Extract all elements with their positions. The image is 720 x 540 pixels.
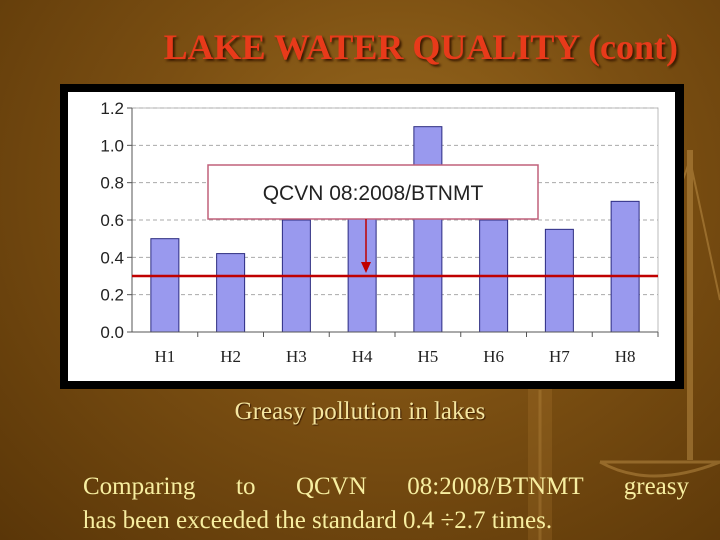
x-tick-label: H1 (154, 347, 175, 366)
y-tick-label: 0.4 (100, 248, 124, 267)
bar-h1 (150, 238, 180, 333)
annotation-box (207, 164, 539, 220)
x-tick-label: H2 (220, 347, 241, 366)
y-tick-label: 0.8 (100, 174, 124, 193)
annotation-label: QCVN 08:2008/BTNMT (263, 182, 484, 205)
body-text-line-1: Comparing to QCVN 08:2008/BTNMT greasy (83, 473, 689, 500)
bar-h4 (347, 210, 377, 333)
bar-h8 (610, 200, 640, 333)
bar-h2 (216, 253, 246, 333)
y-tick-label: 1.0 (100, 136, 124, 155)
y-tick-label: 0.2 (100, 286, 124, 305)
x-tick-label: H7 (549, 347, 570, 366)
chart-caption: Greasy pollution in lakes (234, 398, 486, 425)
y-tick-label: 0.0 (100, 323, 124, 342)
y-tick-label: 0.6 (100, 211, 124, 230)
x-tick-label: H5 (417, 347, 438, 366)
body-text: Comparing to QCVN 08:2008/BTNMT greasy h… (83, 470, 689, 538)
slide-title: LAKE WATER QUALITY (cont) (163, 27, 678, 67)
bar-h7 (544, 228, 574, 333)
y-tick-label: 1.2 (100, 99, 124, 118)
chart-panel: 0.0 0.2 0.4 0.6 0.8 1.0 1.2 H1 H2 H3 H4 H5 H6 H7 H8 QCV… (68, 92, 675, 381)
bar-chart: 0.0 0.2 0.4 0.6 0.8 1.0 1.2 H1 H2 H3 H4 H5 H6 H7 H8 QCV… (100, 99, 659, 366)
body-text-line-2: has been exceeded the standard 0.4 ÷2.7 … (83, 507, 553, 534)
x-tick-label: H8 (615, 347, 636, 366)
x-tick-label: H4 (352, 347, 373, 366)
chart-frame: 0.0 0.2 0.4 0.6 0.8 1.0 1.2 H1 H2 H3 H4 H5 H6 H7 H8 QCV… (60, 84, 684, 389)
x-tick-label: H6 (483, 347, 504, 366)
bar-h5 (413, 126, 443, 333)
annotation-arrow-head (361, 262, 371, 273)
x-tick-label: H3 (286, 347, 307, 366)
